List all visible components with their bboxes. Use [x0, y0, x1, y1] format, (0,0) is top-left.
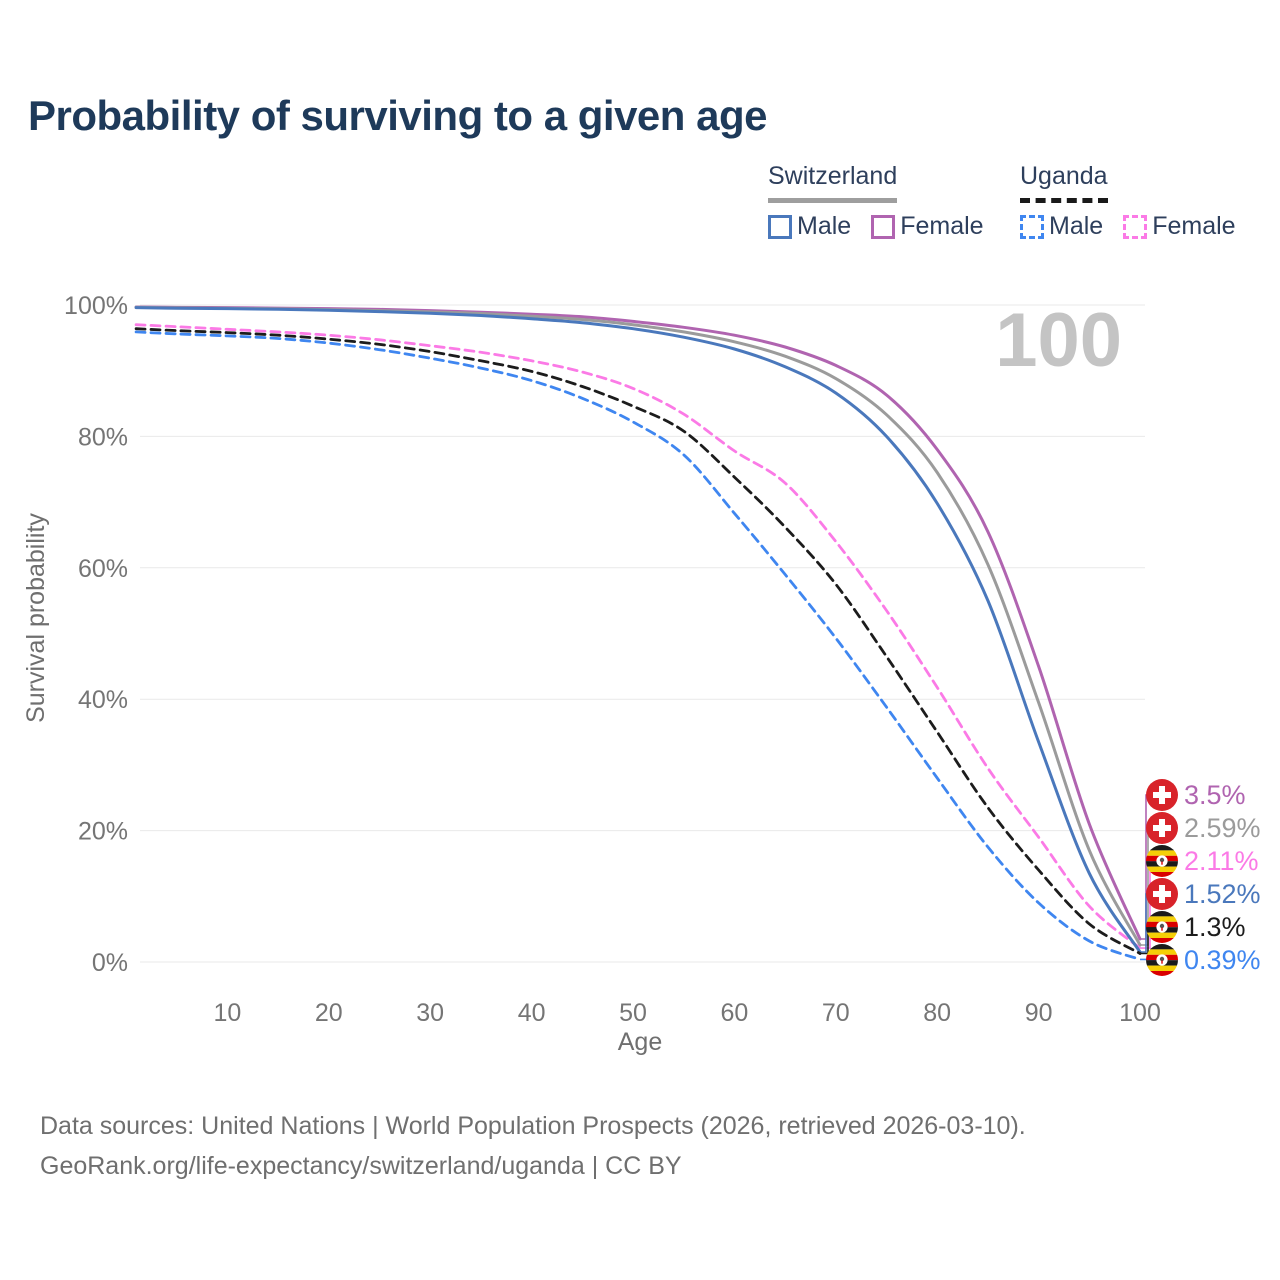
svg-text:30: 30 [416, 999, 444, 1027]
end-label-uganda-male: 0.39% [1146, 944, 1261, 976]
end-label-uganda-both: 1.3% [1146, 911, 1246, 943]
legend-title-uganda: Uganda [1020, 162, 1108, 203]
switzerland-female-swatch-icon [871, 214, 896, 239]
end-label-switzerland-female: 3.5% [1146, 779, 1246, 811]
svg-text:20: 20 [315, 999, 343, 1027]
svg-text:0%: 0% [92, 949, 128, 977]
svg-text:80: 80 [923, 999, 951, 1027]
svg-text:90: 90 [1025, 999, 1053, 1027]
uganda-flag-icon [1146, 944, 1178, 976]
end-label-value: 1.52% [1184, 878, 1261, 909]
switzerland-male-swatch-icon [768, 214, 792, 239]
svg-text:Survival probability: Survival probability [22, 513, 50, 723]
legend-label: Male [797, 212, 852, 240]
end-label-switzerland-both: 2.59% [1146, 812, 1261, 844]
data-sources-line: Data sources: United Nations | World Pop… [40, 1112, 1026, 1140]
uganda-flag-icon [1146, 911, 1178, 943]
legend-item-uganda-female[interactable]: Female [1123, 212, 1236, 241]
legend-label: Female [1152, 212, 1236, 240]
data-sources-note: Data sources: United Nations | World Pop… [40, 1106, 1026, 1186]
uganda-male-swatch-icon [1020, 214, 1044, 239]
source-url-line: GeoRank.org/life-expectancy/switzerland/… [40, 1152, 682, 1180]
end-label-switzerland-male: 1.52% [1146, 878, 1261, 910]
svg-text:60%: 60% [78, 555, 128, 583]
legend-item-switzerland-female[interactable]: Female [871, 212, 984, 241]
end-label-uganda-female: 2.11% [1146, 845, 1259, 877]
page-title: Probability of surviving to a given age [28, 92, 767, 139]
svg-text:10: 10 [213, 999, 241, 1027]
legend-group-switzerland: Switzerland Male Female [768, 162, 1004, 241]
end-label-value: 2.59% [1184, 812, 1261, 843]
svg-text:100%: 100% [64, 292, 128, 320]
svg-text:100: 100 [995, 298, 1122, 383]
legend-label: Female [900, 212, 984, 240]
end-label-value: 0.39% [1184, 944, 1261, 975]
svg-text:Age: Age [618, 1028, 662, 1056]
svg-text:20%: 20% [78, 818, 128, 846]
switzerland-flag-icon [1146, 812, 1178, 844]
switzerland-flag-icon [1146, 779, 1178, 811]
svg-text:100: 100 [1119, 999, 1161, 1027]
legend-item-switzerland-male[interactable]: Male [768, 212, 851, 241]
end-label-value: 3.5% [1184, 779, 1246, 810]
legend-label: Male [1049, 212, 1104, 240]
uganda-flag-icon [1146, 845, 1178, 877]
svg-text:60: 60 [720, 999, 748, 1027]
end-label-value: 2.11% [1184, 845, 1259, 876]
uganda-female-swatch-icon [1123, 214, 1148, 239]
legend-title-switzerland: Switzerland [768, 162, 898, 203]
legend-item-uganda-male[interactable]: Male [1020, 212, 1103, 241]
svg-text:50: 50 [619, 999, 647, 1027]
legend-group-uganda: Uganda Male Female [1020, 162, 1256, 241]
svg-text:80%: 80% [78, 423, 128, 451]
switzerland-flag-icon [1146, 878, 1178, 910]
end-label-value: 1.3% [1184, 911, 1246, 942]
svg-text:70: 70 [822, 999, 850, 1027]
svg-text:40%: 40% [78, 686, 128, 714]
svg-text:40: 40 [518, 999, 546, 1027]
